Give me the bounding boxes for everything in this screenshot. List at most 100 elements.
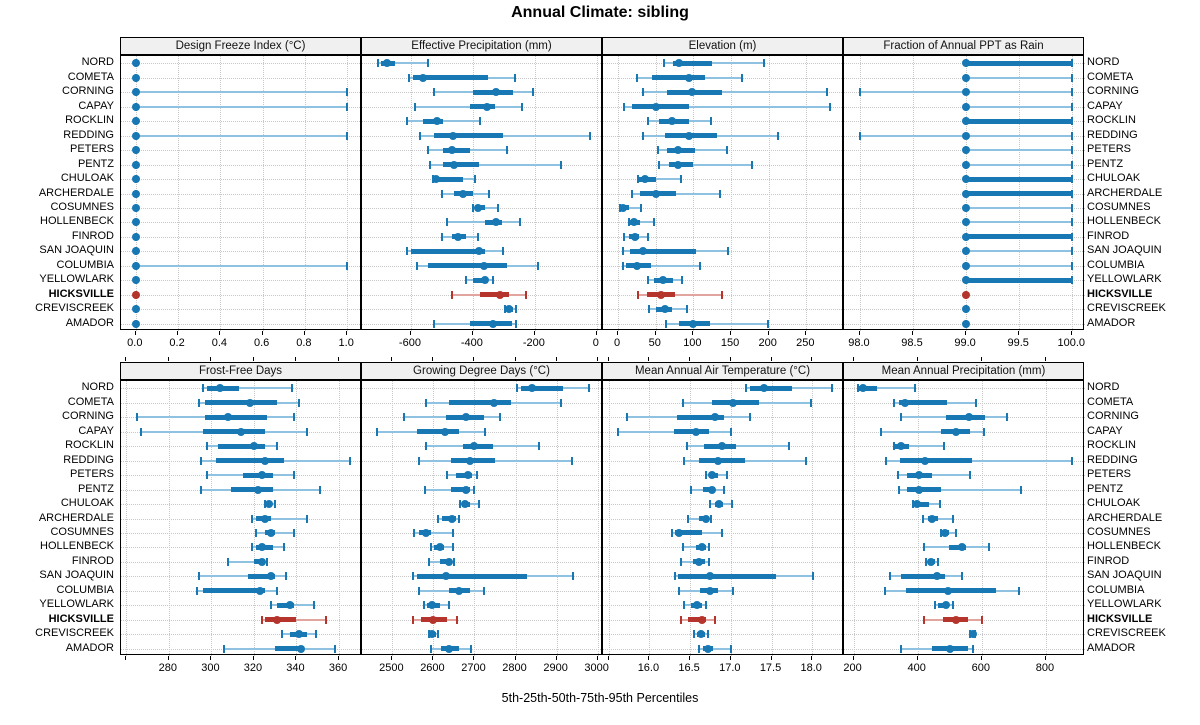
median-dot <box>254 485 263 494</box>
station-label-left: PETERS <box>69 468 114 481</box>
gridline-horizontal <box>603 294 844 296</box>
interval-whisker <box>683 459 806 462</box>
median-dot <box>962 232 971 241</box>
whisker-cap <box>477 500 480 509</box>
whisker-cap <box>623 102 626 111</box>
whisker-cap <box>647 305 650 314</box>
gridline-horizontal <box>603 518 844 520</box>
gridline-horizontal <box>844 504 1085 506</box>
interquartile-bar <box>433 176 464 182</box>
whisker-cap <box>923 615 926 624</box>
interquartile-bar <box>914 501 930 507</box>
axis-tick-label: 300 <box>201 662 220 674</box>
whisker-cap <box>942 442 945 451</box>
whisker-cap <box>681 398 684 407</box>
median-dot <box>448 146 457 155</box>
median-dot <box>962 189 971 198</box>
whisker-cap <box>899 413 902 422</box>
whisker-cap <box>429 160 432 169</box>
gridline-horizontal <box>603 222 844 224</box>
whisker-cap <box>621 261 624 270</box>
station-label-left: CHULOAK <box>60 172 114 185</box>
station-label-left: CHULOAK <box>60 497 114 510</box>
axis-tick-label: 0 <box>614 337 621 349</box>
station-label-right: CAPAY <box>1087 99 1123 112</box>
whisker-cap <box>680 615 683 624</box>
median-dot <box>449 131 458 140</box>
station-label-left: HOLLENBECK <box>40 215 114 228</box>
whisker-cap <box>306 514 309 523</box>
station-label-left: HOLLENBECK <box>40 540 114 553</box>
percentiles-caption: 5th-25th-50th-75th-95th Percentiles <box>501 691 699 705</box>
whisker-cap <box>451 528 454 537</box>
whisker-cap <box>413 102 416 111</box>
axis-tick-label: 100 <box>683 337 702 349</box>
axis-tick-label: 3000 <box>584 662 609 674</box>
gridline-horizontal <box>603 121 844 123</box>
median-dot <box>652 189 661 198</box>
whisker-cap <box>892 442 895 451</box>
panel-strip: Design Freeze Index (°C) <box>120 37 361 55</box>
gridline-horizontal <box>362 63 603 65</box>
interquartile-bar <box>750 385 792 391</box>
median-dot <box>296 644 305 653</box>
interquartile-bar <box>428 263 507 269</box>
median-dot <box>962 203 971 212</box>
whisker-cap <box>826 88 829 97</box>
whisker-cap <box>514 305 517 314</box>
whisker-cap <box>766 319 769 328</box>
median-dot <box>715 500 724 509</box>
whisker-cap <box>705 601 708 610</box>
median-dot <box>249 442 258 451</box>
median-dot <box>674 528 683 537</box>
station-label-right: PENTZ <box>1087 482 1124 495</box>
whisker-cap <box>630 189 633 198</box>
interquartile-bar <box>966 60 1073 66</box>
gridline-horizontal <box>121 547 362 549</box>
gridline-horizontal <box>844 518 1085 520</box>
station-label-left: FINROD <box>71 229 114 242</box>
whisker-cap <box>484 427 487 436</box>
whisker-cap <box>452 557 455 566</box>
whisker-cap <box>707 630 710 639</box>
axis-tick-label: 98.5 <box>901 337 923 349</box>
whisker-cap <box>664 319 667 328</box>
axis-tick-top <box>607 357 609 361</box>
median-dot <box>697 543 706 552</box>
median-dot <box>962 290 971 299</box>
whisker-cap <box>897 485 900 494</box>
whisker-cap <box>1071 88 1074 97</box>
whisker-cap <box>440 189 443 198</box>
axis-tick-top <box>167 357 169 361</box>
median-dot <box>131 117 140 126</box>
whisker-cap <box>885 456 888 465</box>
interval-whisker <box>682 546 709 549</box>
median-dot <box>489 319 498 328</box>
whisker-cap <box>971 644 974 653</box>
whisker-cap <box>763 59 766 68</box>
whisker-cap <box>674 572 677 581</box>
axis-tick-top <box>555 357 557 361</box>
whisker-cap <box>686 305 689 314</box>
median-dot <box>962 146 971 155</box>
interquartile-bar <box>205 414 267 420</box>
whisker-cap <box>1071 247 1074 256</box>
whisker-cap <box>206 442 209 451</box>
whisker-cap <box>636 175 639 184</box>
interquartile-bar <box>450 487 471 493</box>
axis-tick-label: 2900 <box>543 662 568 674</box>
whisker-cap <box>980 615 983 624</box>
axis-tick-label: 2700 <box>461 662 486 674</box>
station-label-right: COMETA <box>1087 70 1134 83</box>
axis-tick-label: 360 <box>328 662 348 674</box>
whisker-cap <box>936 557 939 566</box>
gridline-horizontal <box>362 518 603 520</box>
median-dot <box>474 203 483 212</box>
whisker-cap <box>804 456 807 465</box>
axis-tick <box>980 656 982 660</box>
whisker-cap <box>408 73 411 82</box>
whisker-cap <box>201 384 204 393</box>
whisker-cap <box>428 557 431 566</box>
interval-whisker <box>966 76 1073 79</box>
interval-whisker <box>966 221 1073 224</box>
